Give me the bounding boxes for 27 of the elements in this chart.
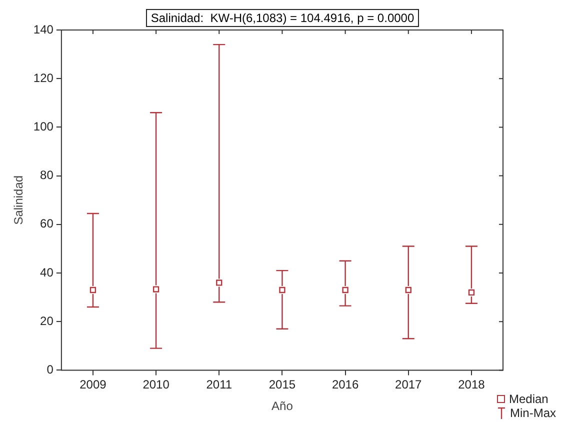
point xyxy=(216,280,222,286)
point xyxy=(468,289,475,296)
y-tick-label: 60 xyxy=(40,216,54,231)
y-tick-label: 20 xyxy=(40,314,54,328)
x-tick-label: 2011 xyxy=(206,378,232,392)
y-tick-label: 40 xyxy=(40,265,54,280)
y-tick-label: 100 xyxy=(33,120,54,134)
x-tick-label: 2018 xyxy=(458,378,486,392)
x-tick-label: 2016 xyxy=(332,378,359,392)
text: Min-Max xyxy=(510,406,556,420)
point xyxy=(405,286,412,294)
x-axis-title: Año xyxy=(272,399,294,414)
point xyxy=(342,286,348,294)
y-tick-label: 120 xyxy=(33,70,54,85)
y-tick-label: 140 xyxy=(33,22,54,36)
point xyxy=(279,286,286,294)
chart-title: Salinidad: KW-H(6,1083) = 104.4916, p = 0.0000 xyxy=(146,9,420,27)
y-tick-label: 0 xyxy=(46,362,54,377)
x-tick-label: 2010 xyxy=(142,378,170,392)
x-tick-label: 2009 xyxy=(80,378,107,392)
x-tick-label: 2017 xyxy=(395,378,422,392)
y-axis-title: Salinidad xyxy=(12,175,26,225)
point xyxy=(90,286,96,294)
point xyxy=(152,286,160,292)
y-tick-label: 80 xyxy=(40,168,54,182)
legend-label: Median xyxy=(509,392,548,406)
x-tick-label: 2015 xyxy=(268,378,296,392)
